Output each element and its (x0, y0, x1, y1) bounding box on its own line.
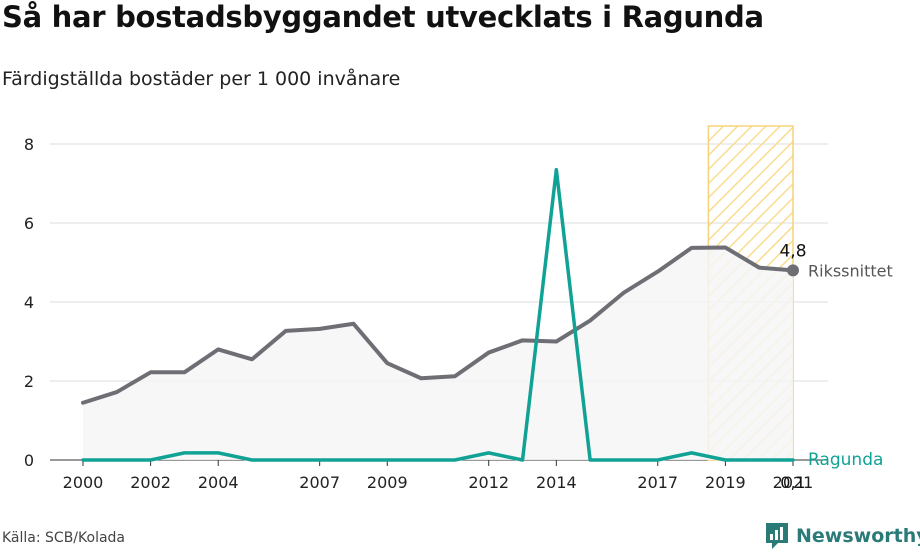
chart-title: Så har bostadsbyggandet utvecklats i Rag… (2, 0, 764, 34)
y-tick-label: 4 (24, 293, 34, 312)
x-tick-label: 2021 (773, 473, 814, 492)
line-chart: 0 2 4 6 8 2000 2002 2004 2007 2009 2012 2014 2017 201… (24, 125, 893, 492)
series-line-ragunda (81, 167, 795, 462)
brand-logo: Newsworthy (764, 520, 920, 552)
x-tick-label: 2019 (705, 473, 746, 492)
rikssnittet-series-label: Rikssnittet (808, 261, 893, 280)
x-tick-label: 2017 (637, 473, 678, 492)
riks-area-fill (83, 247, 793, 460)
y-tick-label: 8 (24, 135, 34, 154)
ragunda-series-label: Ragunda (808, 450, 883, 470)
y-tick-label: 0 (24, 451, 34, 470)
y-tick-label: 6 (24, 214, 34, 233)
y-tick-label: 2 (24, 372, 34, 391)
x-tick-label: 2012 (468, 473, 509, 492)
riks-area (83, 247, 793, 460)
brand-name: Newsworthy (796, 525, 920, 547)
series-line-rikssnittet (81, 245, 795, 405)
x-tick-label: 2004 (198, 473, 239, 492)
rikssnittet-endpoint (787, 264, 799, 277)
x-tick-label: 2002 (130, 473, 171, 492)
x-tick-label: 2014 (536, 473, 577, 492)
source-note: Källa: SCB/Kolada (2, 530, 126, 546)
ragunda-end-value: 0,1 (780, 473, 805, 492)
x-tick-label: 2000 (63, 473, 104, 492)
chart-subtitle: Färdigställda bostäder per 1 000 invånar… (2, 68, 401, 90)
x-tick-label: 2009 (367, 473, 408, 492)
x-tick-label: 2007 (299, 473, 340, 492)
newsworthy-logo-icon (766, 523, 788, 549)
series-lines (81, 167, 795, 462)
rikssnittet-end-value: 4,8 (779, 241, 806, 261)
